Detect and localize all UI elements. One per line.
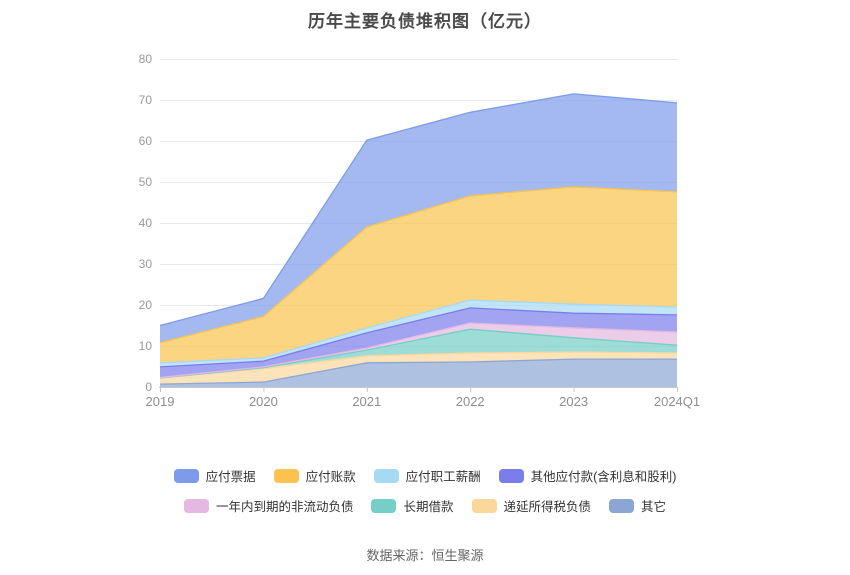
legend-label: 其他应付款(含利息和股利) xyxy=(530,470,677,484)
area-series xyxy=(160,352,677,385)
legend-item-3[interactable]: 其他应付款(含利息和股利) xyxy=(498,466,677,485)
legend-item-7[interactable]: 其它 xyxy=(609,496,666,515)
legend-label: 应付票据 xyxy=(205,470,256,484)
area-edge-lines xyxy=(159,93,678,385)
x-axis xyxy=(159,387,678,392)
legend-label: 其它 xyxy=(641,500,667,514)
x-tick-label: 2019 xyxy=(146,394,175,409)
legend-item-0[interactable]: 应付票据 xyxy=(173,466,256,485)
legend-swatch xyxy=(371,498,397,513)
legend-label: 应付职工薪酬 xyxy=(405,470,481,484)
x-axis-labels: 2019 2020 2021 2022 2023 2024Q1 xyxy=(146,394,701,409)
legend-row: 应付票据 应付账款 应付职工薪酬 其他应付款(含利息和股利) xyxy=(173,466,677,485)
stacked-area-chart: 0 10 20 30 40 50 60 70 80 2019 2020 2021 2022 2023 202… xyxy=(139,52,701,409)
y-tick-label: 70 xyxy=(139,93,153,107)
y-tick-label: 40 xyxy=(139,216,153,230)
area-series-edge xyxy=(159,351,678,379)
y-tick-label: 50 xyxy=(139,175,153,189)
legend-label: 递延所得税负债 xyxy=(503,500,592,514)
area-series xyxy=(160,307,677,378)
legend-item-1[interactable]: 应付账款 xyxy=(273,466,356,485)
legend-item-4[interactable]: 一年内到期的非流动负债 xyxy=(183,496,354,515)
area-series xyxy=(160,93,677,343)
x-tick-label: 2022 xyxy=(456,394,485,409)
area-series xyxy=(160,329,677,378)
area-series-edge xyxy=(159,307,678,368)
y-tick-label: 80 xyxy=(139,52,153,66)
x-tick-label: 2020 xyxy=(249,394,278,409)
y-axis-labels: 0 10 20 30 40 50 60 70 80 xyxy=(139,52,153,394)
area-series xyxy=(160,186,677,363)
legend-swatch xyxy=(183,498,209,513)
legend-item-5[interactable]: 长期借款 xyxy=(371,496,454,515)
y-tick-label: 10 xyxy=(139,339,153,353)
area-series-edge xyxy=(159,93,678,327)
legend-item-6[interactable]: 递延所得税负债 xyxy=(471,496,592,515)
legend-row: 一年内到期的非流动负债 长期借款 递延所得税负债 其它 xyxy=(183,496,666,515)
legend-swatch xyxy=(173,468,199,483)
area-series-edge xyxy=(159,328,678,379)
y-tick-label: 0 xyxy=(145,380,152,394)
legend-label: 一年内到期的非流动负债 xyxy=(215,500,354,514)
legend-swatch xyxy=(373,468,399,483)
x-tick-label: 2021 xyxy=(352,394,381,409)
legend-label: 长期借款 xyxy=(403,500,454,514)
area-series-edge xyxy=(159,299,678,364)
chart-legend: 应付票据 应付账款 应付职工薪酬 其他应付款(含利息和股利) 一年内到期的非流动负债 长期… xyxy=(0,466,850,515)
area-fills xyxy=(160,93,677,387)
chart-title: 历年主要负债堆积图（亿元） xyxy=(308,12,542,31)
x-tick-label: 2024Q1 xyxy=(654,394,700,409)
legend-swatch xyxy=(609,498,635,513)
area-series-edge xyxy=(159,358,677,385)
area-series-edge xyxy=(159,322,678,379)
x-tick-label: 2023 xyxy=(559,394,588,409)
y-tick-label: 30 xyxy=(139,257,153,271)
area-series-edge xyxy=(159,186,678,344)
data-source-label: 数据来源：恒生聚源 xyxy=(366,548,484,563)
legend-swatch xyxy=(471,498,497,513)
legend-label: 应付账款 xyxy=(305,470,356,484)
y-tick-label: 20 xyxy=(139,298,153,312)
area-series xyxy=(160,359,677,387)
legend-item-2[interactable]: 应付职工薪酬 xyxy=(373,466,481,485)
legend-swatch xyxy=(273,468,299,483)
y-tick-label: 60 xyxy=(139,134,153,148)
area-series xyxy=(160,300,677,367)
legend-swatch xyxy=(498,468,524,483)
